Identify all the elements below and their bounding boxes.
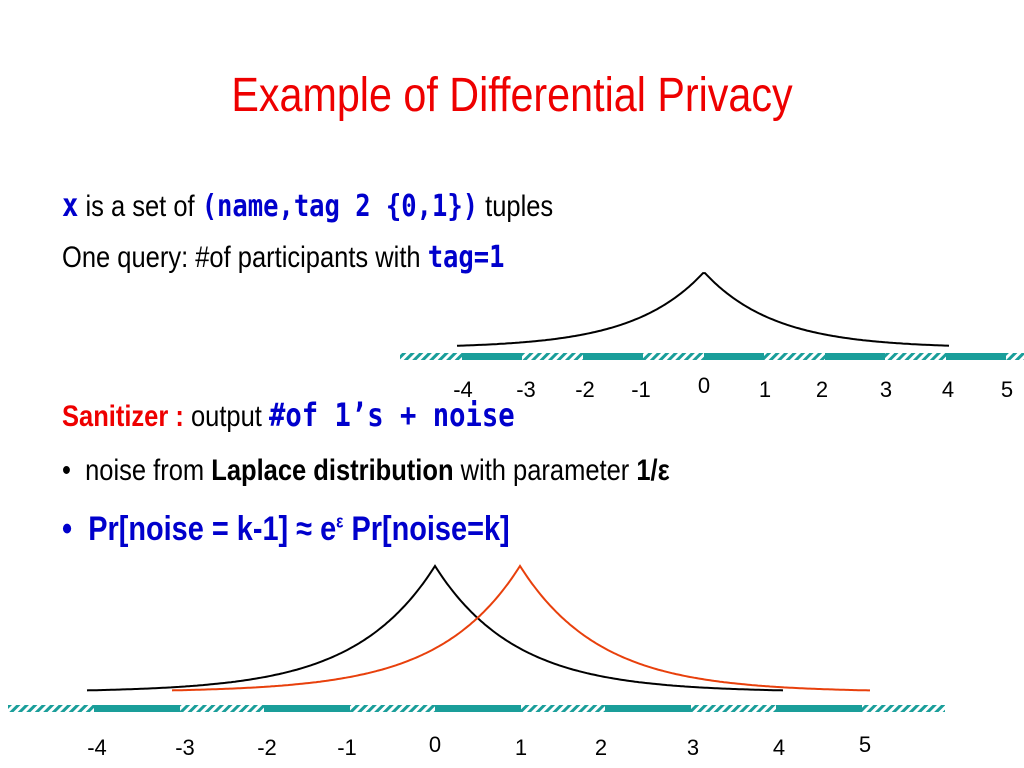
text: Laplace distribution [211,454,454,487]
slide-title: Example of Differential Privacy [231,69,793,122]
axis-label: 3 [880,377,892,402]
axis-segment [435,705,521,712]
axis-label: -2 [257,735,277,760]
bottom-axis: -4 -3 -2 -1 0 1 2 3 4 5 [8,705,945,760]
variable: x [62,186,79,224]
axis-segment [264,705,350,712]
axis-label: -4 [87,735,107,760]
top-axis: -4 -3 -2 -1 0 1 2 3 4 5 [400,353,1024,402]
text: One query: #of participants with [62,241,421,274]
axis-label: -1 [631,377,651,402]
text: tuples [485,190,554,223]
query: tag=1 [427,240,505,275]
text: Pr[noise = k-1] ≈ e [88,510,337,548]
text: output [190,400,262,433]
axis-label: -3 [516,377,536,402]
axis-label: 0 [429,732,441,757]
axis-label: 2 [595,735,607,760]
axis-label: 2 [816,377,828,402]
axis-segment [776,705,862,712]
axis-segment [605,705,691,712]
label: Sanitizer : [62,400,184,433]
axis-label: 4 [942,377,954,402]
line: x is a set of (name,tag 2 {0,1}) tuples [62,186,553,224]
text: noise from [85,454,205,487]
axis-segment [583,353,643,360]
bullet-marker: • [62,510,73,548]
text: is a set of [85,190,195,223]
line: One query: #of participants with tag=1 [62,240,504,275]
axis-segment [94,705,180,712]
axis-segment [946,353,1006,360]
formula: #of 1’s + noise [268,396,515,434]
laplace-curve [456,272,950,347]
axis-segment [462,353,522,360]
bullet: • Pr[noise = k-1] ≈ eε Pr[noise=k] [62,510,510,549]
text: Pr[noise=k] [351,510,510,548]
axis-segment [704,353,764,360]
axis-label: 5 [1001,377,1013,402]
superscript: ε [336,511,344,532]
text: 1/ε [636,454,670,487]
axis-label: -4 [453,377,473,402]
axis-label: 1 [759,377,771,402]
axis-label: -2 [575,377,595,402]
bullet-marker: • [62,454,71,487]
text: with parameter [460,454,630,487]
axis-label: -3 [175,735,195,760]
bullet: • noise from Laplace distribution with p… [62,454,670,488]
axis-label: 1 [515,735,527,760]
axis-label: -1 [337,735,357,760]
line: Sanitizer : output #of 1’s + noise [62,396,515,434]
laplace-curve-shifted [171,564,870,692]
axis-label: 0 [698,373,710,398]
laplace-curve [86,564,784,692]
axis-label: 3 [687,735,699,760]
axis-label: 4 [773,735,785,760]
tuple: (name,tag 2 {0,1}) [201,189,479,224]
axis-label: 5 [859,732,871,757]
axis-segment [825,353,885,360]
